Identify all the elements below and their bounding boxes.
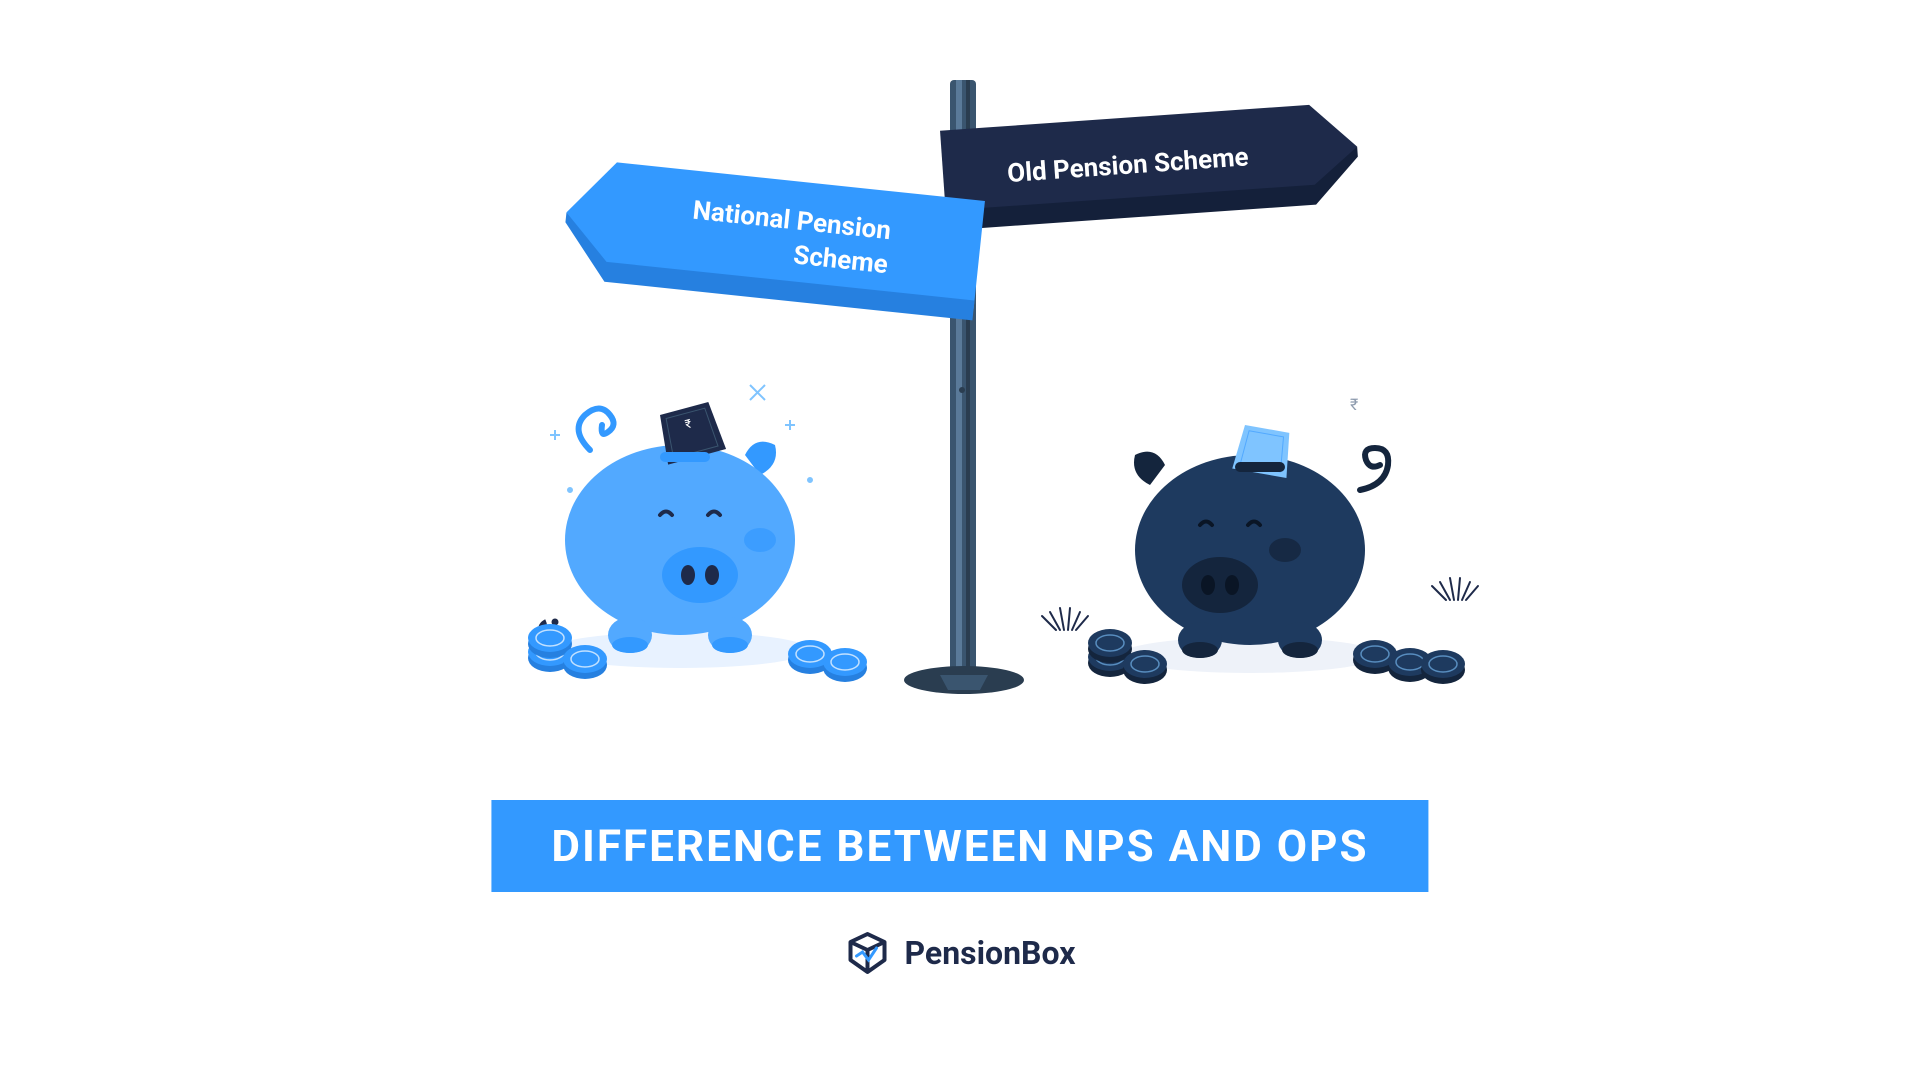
infographic-stage: Old Pension Scheme National Pension Sche… (0, 0, 1920, 1080)
brand-logo-icon (845, 930, 891, 976)
title-banner: DIFFERENCE BETWEEN NPS AND OPS (491, 800, 1428, 892)
signpost-illustration: Old Pension Scheme National Pension Sche… (410, 70, 1510, 710)
piggy-right-icon: ₹ (1042, 395, 1478, 684)
piggy-left-icon: ₹ (528, 385, 867, 682)
title-text: DIFFERENCE BETWEEN NPS AND OPS (551, 820, 1368, 872)
brand-row: PensionBox (845, 930, 1076, 976)
svg-text:₹: ₹ (1350, 395, 1358, 414)
brand-name: PensionBox (905, 934, 1076, 972)
